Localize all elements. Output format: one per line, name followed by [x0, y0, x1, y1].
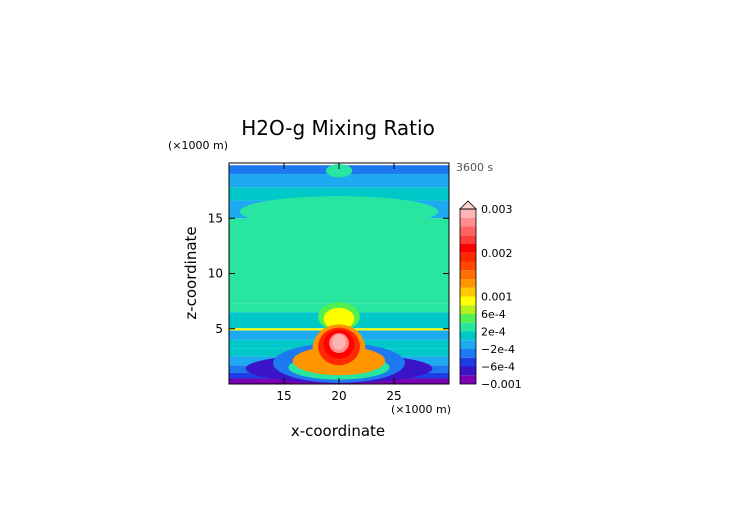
colorbar-label: 0.002: [481, 247, 513, 260]
colorbar-swatch: [460, 261, 476, 271]
chart-title: H2O-g Mixing Ratio: [241, 116, 435, 140]
y-tick-label: 15: [208, 211, 223, 225]
colorbar-label: 2e-4: [481, 326, 506, 339]
x-tick-label: 20: [331, 389, 346, 403]
colorbar-swatch: [460, 209, 476, 218]
contour-region: [332, 334, 346, 350]
y-axis-label: z-coordinate: [182, 226, 200, 319]
colorbar-swatch: [460, 366, 476, 376]
contour-band: [229, 187, 449, 201]
contour-band: [229, 174, 449, 188]
colorbar-swatch: [460, 331, 476, 341]
colorbar-swatch: [460, 357, 476, 367]
colorbar-swatch: [460, 322, 476, 332]
colorbar: 0.003 0.002 0.001 6e-4 2e-4 −2e-4 −6e-4 −0.001: [459, 200, 522, 391]
colorbar-extend-arrow: [459, 200, 477, 210]
colorbar-swatch: [460, 226, 476, 236]
y-tick-label: 10: [208, 267, 223, 281]
x-tick-label: 15: [276, 389, 291, 403]
colorbar-label: 0.001: [481, 291, 513, 304]
colorbar-frame: [459, 208, 477, 385]
y-axis-unit: (×1000 m): [168, 139, 228, 152]
colorbar-label: −2e-4: [481, 343, 515, 356]
contour-region: [323, 307, 355, 330]
colorbar-label: 0.003: [481, 203, 513, 216]
colorbar-swatch: [460, 287, 476, 297]
contour-region: [325, 164, 353, 178]
colorbar-label: −0.001: [481, 378, 522, 391]
x-axis-ticks: 15 20 25: [276, 163, 402, 403]
x-axis-label: x-coordinate: [291, 422, 385, 440]
colorbar-swatch: [460, 244, 476, 253]
colorbar-swatch: [460, 296, 476, 306]
colorbar-label: 6e-4: [481, 308, 506, 321]
colorbar-swatch: [460, 252, 476, 262]
colorbar-swatch: [460, 314, 476, 323]
colorbar-swatch: [460, 349, 476, 358]
colorbar-swatch: [460, 235, 476, 244]
colorbar-swatch: [460, 270, 476, 279]
plot-area: [229, 163, 449, 384]
colorbar-swatch: [460, 340, 476, 349]
colorbar-swatch: [460, 279, 476, 288]
y-axis-ticks: 5 10 15: [208, 211, 449, 336]
x-tick-label: 25: [386, 389, 401, 403]
contour-region: [240, 196, 438, 228]
colorbar-swatch: [460, 217, 476, 227]
x-axis-unit: (×1000 m): [391, 403, 451, 416]
time-label: 3600 s: [456, 161, 493, 174]
colorbar-swatch: [460, 375, 476, 384]
colorbar-label: −6e-4: [481, 361, 515, 374]
contour-band: [229, 218, 449, 304]
y-tick-label: 5: [215, 322, 223, 336]
colorbar-swatch: [460, 305, 476, 314]
